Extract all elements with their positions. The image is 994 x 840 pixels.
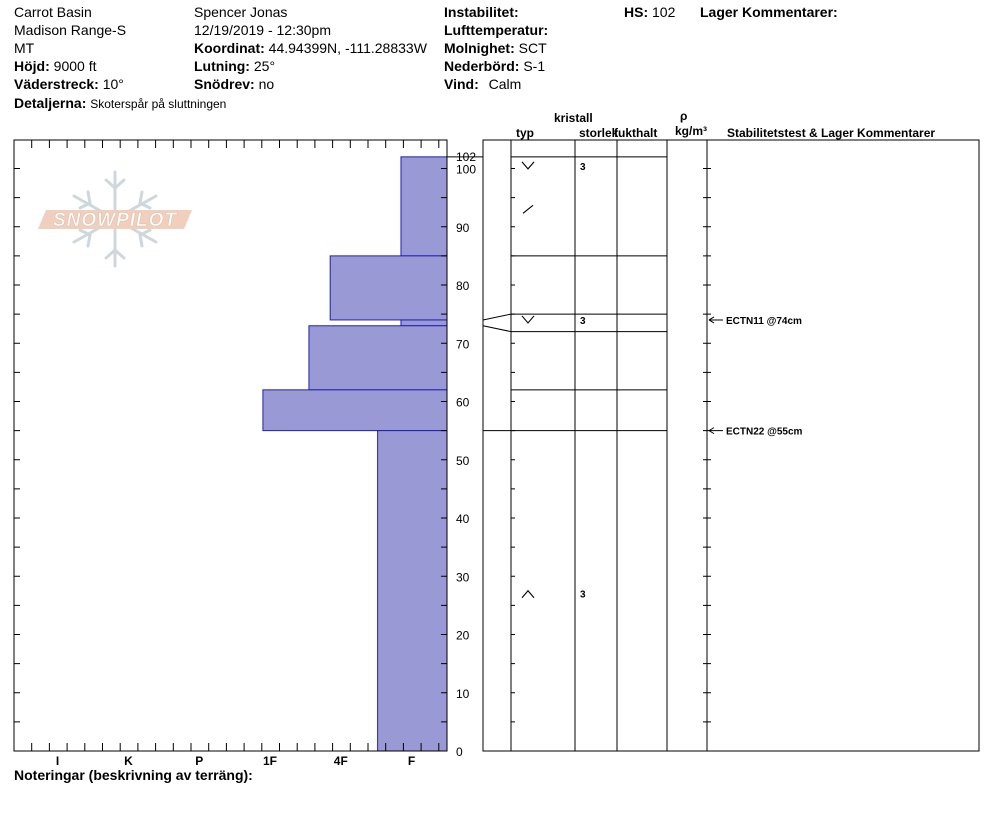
- layer-connector: [482, 313, 512, 321]
- y-tick-label: 50: [456, 454, 470, 468]
- wind-loading: Snödrev: no: [194, 76, 274, 92]
- y-tick-label: 70: [456, 337, 470, 351]
- wind-loading-label: Snödrev:: [194, 76, 255, 92]
- hardness-bar: [329, 255, 448, 321]
- elevation: Höjd: 9000 ft: [14, 58, 96, 74]
- cloud-cover-value: SCT: [518, 40, 547, 56]
- slope-value: 25°: [253, 58, 276, 74]
- hardness-label: F: [408, 754, 415, 768]
- observation-datetime: 12/19/2019 - 12:30pm: [194, 22, 331, 38]
- precipitation-label: Nederbörd:: [444, 58, 520, 74]
- wind-label: Vind:: [444, 76, 479, 92]
- y-tick-label: 60: [456, 396, 470, 410]
- stability-test-label: ECTN11 @74cm: [726, 316, 802, 327]
- grain-type-icon: [521, 589, 535, 599]
- wind-loading-value: no: [258, 76, 275, 92]
- density-unit: kg/m³: [675, 124, 708, 138]
- coordinates-value: 44.94399N, -111.28833W: [268, 40, 427, 56]
- air-temperature: Lufttemperatur:: [444, 22, 548, 38]
- density-symbol: ρ: [680, 109, 688, 123]
- snowpilot-logo: SNOWPILOT: [38, 170, 192, 268]
- y-tick-label: 30: [456, 570, 470, 584]
- precipitation-value: S-1: [523, 58, 546, 74]
- hardness-label: I: [56, 754, 59, 768]
- coordinates: Koordinat: 44.94399N, -111.28833W: [194, 40, 427, 56]
- details-label: Detaljerna:: [14, 95, 87, 111]
- snow-height-value: 102: [652, 4, 676, 20]
- hardness-bar: [400, 319, 448, 327]
- state-name: MT: [14, 40, 35, 56]
- stability-arrow-icon: [708, 316, 723, 324]
- y-tick-label: 80: [456, 279, 470, 293]
- hardness-label: P: [195, 754, 203, 768]
- stability-arrow-icon: [708, 427, 723, 435]
- cloud-cover-label: Molnighet:: [444, 40, 515, 56]
- hardness-bar: [262, 389, 448, 432]
- crystal-header: kristall: [554, 111, 593, 125]
- details-value: Skoterspår på sluttningen: [90, 97, 227, 111]
- moisture-header: fukthalt: [614, 126, 658, 140]
- aspect-value: 10°: [102, 76, 124, 92]
- range-name: Madison Range-S: [14, 22, 127, 38]
- air-temperature-label: Lufttemperatur:: [444, 22, 549, 38]
- stability-test-label: ECTN22 @55cm: [726, 427, 803, 438]
- coordinates-label: Koordinat:: [194, 40, 265, 56]
- y-tick-label: 0: [456, 745, 463, 759]
- hardness-bar: [308, 325, 448, 391]
- snow-height-label: HS:: [624, 4, 649, 20]
- notes-label: Noteringar (beskrivning av terräng):: [14, 767, 253, 783]
- grain-type-icon: [521, 315, 535, 324]
- wind: Vind: Calm: [444, 76, 521, 92]
- aspect: Väderstreck: 10°: [14, 76, 124, 92]
- type-header: typ: [516, 126, 534, 140]
- precipitation: Nederbörd: S-1: [444, 58, 545, 74]
- cloud-cover: Molnighet: SCT: [444, 40, 547, 56]
- profile-table-frame: [482, 139, 980, 752]
- hardness-label: 1F: [263, 754, 277, 768]
- grain-type-icon: [522, 204, 534, 214]
- logo-text: SNOWPILOT: [53, 210, 177, 231]
- stability-header: Stabilitetstest & Lager Kommentarer: [727, 126, 936, 140]
- slope-label: Lutning:: [194, 58, 250, 74]
- hardness-bar: [400, 156, 448, 257]
- grain-type-icon: [521, 161, 535, 170]
- y-tick-label: 90: [456, 221, 470, 235]
- snow-height: HS: 102: [624, 4, 675, 20]
- grain-size: 3: [580, 316, 586, 327]
- instability: Instabilitet:: [444, 4, 519, 20]
- grain-size: 3: [580, 162, 586, 173]
- y-tick-label: 10: [456, 687, 470, 701]
- observer-name: Spencer Jonas: [194, 4, 288, 20]
- elevation-value: 9000 ft: [53, 58, 97, 74]
- layer-connector: [482, 325, 512, 333]
- layer-comments-title: Lager Kommentarer:: [700, 4, 838, 20]
- elevation-label: Höjd:: [14, 58, 50, 74]
- hardness-label: K: [124, 754, 133, 768]
- slope: Lutning: 25°: [194, 58, 275, 74]
- location-name: Carrot Basin: [14, 4, 92, 20]
- hardness-bar: [377, 430, 448, 752]
- grain-size: 3: [580, 590, 586, 601]
- details: Detaljerna: Skoterspår på sluttningen: [14, 95, 226, 112]
- aspect-label: Väderstreck:: [14, 76, 99, 92]
- hardness-plot-frame: [13, 139, 448, 752]
- y-tick-label: 20: [456, 629, 470, 643]
- y-tick-label: 100: [456, 163, 476, 177]
- wind-value: Calm: [488, 76, 522, 92]
- instability-label: Instabilitet:: [444, 4, 519, 20]
- hardness-label: 4F: [334, 754, 348, 768]
- y-tick-label: 40: [456, 512, 470, 526]
- size-header: storlek: [579, 126, 619, 140]
